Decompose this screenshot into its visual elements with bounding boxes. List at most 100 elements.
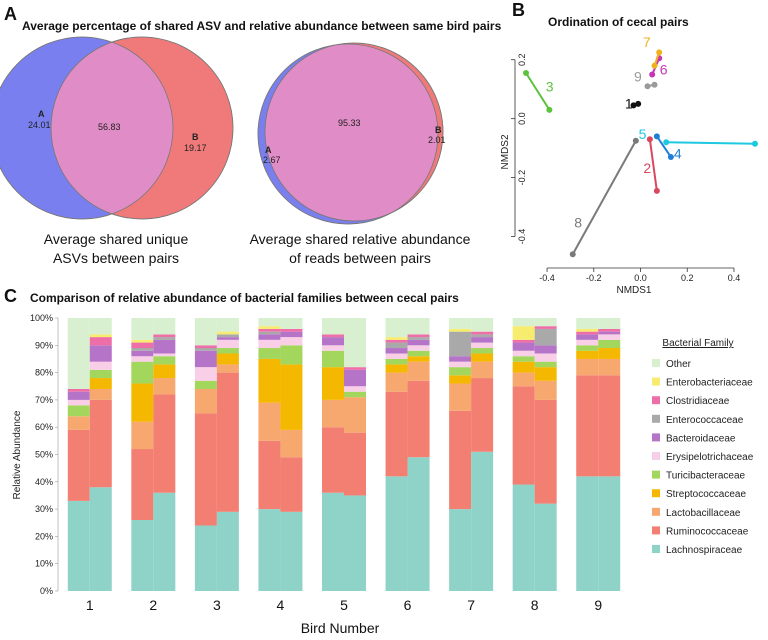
bird-7-bar-2-other	[471, 318, 494, 332]
bird-4-bar-1-enterococcaceae	[258, 331, 281, 335]
pair-8-label: 8	[574, 214, 582, 230]
bird-6-bar-2-erysipelotrichaceae	[407, 345, 430, 351]
bird-1-bar-2-ruminococcaceae	[89, 399, 112, 488]
bird-1-tick-label: 1	[86, 597, 94, 613]
pair-2-line	[648, 139, 658, 191]
venn-reads-only-a: 2.67	[263, 155, 281, 165]
bar-y-tick-label: 70%	[35, 395, 53, 405]
bird-1-bar-2-other	[89, 318, 112, 335]
bird-8-bar-1-enterobacteriaceae	[512, 326, 535, 340]
bird-6-bar-1-ruminococcaceae	[385, 391, 408, 477]
panel-b-ordination: B Ordination of cecal pairs -0.4 -0.2 0.0 0…	[500, 0, 758, 296]
pair-2-label: 2	[643, 160, 651, 176]
bird-9-bar-2-lactobacillaceae	[598, 358, 621, 376]
bird-1-bar-1-turicibacteraceae	[67, 405, 90, 417]
bird-2-bar-1-streptococcaceae	[131, 383, 154, 422]
bird-9-bar-2-turicibacteraceae	[598, 339, 621, 349]
panel-b-title: Ordination of cecal pairs	[548, 15, 689, 29]
bird-1-bar-2-lactobacillaceae	[89, 388, 112, 400]
bird-7-bar-2-turicibacteraceae	[471, 348, 494, 354]
pair-5-label: 5	[639, 126, 647, 142]
bird-8-bar-1-bacteroidaceae	[512, 342, 535, 351]
venn-asv-overlap	[51, 37, 173, 219]
venn-asv-only-b: 19.17	[184, 143, 207, 153]
bird-2-bar-1-other	[131, 318, 154, 340]
bird-6-bar-2-bacteroidaceae	[407, 339, 430, 346]
pair-8-line	[571, 140, 637, 255]
bird-3-bar-2-streptococcaceae	[216, 353, 239, 365]
bird-4-bar-2-erysipelotrichaceae	[280, 337, 303, 346]
bird-6-bar-1-clostridiaceae	[385, 339, 408, 343]
bar-axes: 0% 10% 20% 30% 40% 50% 60% 70% 80% 90% 100%	[30, 313, 59, 596]
bird-8-bar-1-ruminococcaceae	[512, 386, 535, 485]
bird-4-bar-1-enterobacteriaceae	[258, 326, 281, 329]
pair-9-point-1	[644, 83, 651, 90]
bird-5-bar-1-clostridiaceae	[322, 334, 344, 338]
bird-4-bar-2-other	[280, 318, 303, 329]
ordination-x-axis-title: NMDS1	[616, 285, 651, 296]
bird-3-bar-1-bacteroidaceae	[194, 350, 217, 368]
bird-7-bar-1-erysipelotrichaceae	[449, 361, 472, 368]
bird-1-bar-1-erysipelotrichaceae	[67, 399, 90, 406]
bird-8-bar-2-streptococcaceae	[534, 367, 557, 381]
bird-9-bar-1-erysipelotrichaceae	[576, 339, 599, 346]
bird-9-bar-1-lactobacillaceae	[576, 358, 599, 376]
bar-x-axis-title: Bird Number	[301, 620, 380, 636]
bird-5-bar-2-erysipelotrichaceae	[344, 386, 366, 392]
bird-8-tick-label: 8	[531, 597, 539, 613]
pair-8-point-2	[632, 137, 639, 144]
bird-8-bar-1-turicibacteraceae	[512, 356, 535, 362]
bird-7-bar-1-enterococcaceae	[449, 331, 472, 357]
venn-asv-label-a: A	[38, 109, 45, 119]
bird-2-bar-1-enterobacteriaceae	[131, 339, 154, 343]
bird-8-bar-2-turicibacteraceae	[534, 361, 557, 368]
bar-y-tick-label: 50%	[35, 450, 53, 460]
bird-8-bar-2-clostridiaceae	[534, 326, 557, 329]
bird-6-bar-1-erysipelotrichaceae	[385, 353, 408, 359]
ordination-y-axis-title: NMDS2	[500, 134, 511, 169]
bird-1-bar-1-clostridiaceae	[67, 388, 90, 392]
bird-3-bar-2-ruminococcaceae	[216, 372, 239, 512]
bird-2-bar-1-lachnospiraceae	[131, 520, 154, 591]
bird-7-bar-1-lactobacillaceae	[449, 383, 472, 411]
bird-2-tick-label: 2	[149, 597, 157, 613]
bird-4-bar-2-lactobacillaceae	[280, 429, 303, 458]
panel-c-title: Comparison of relative abundance of bact…	[30, 291, 459, 305]
bird-6-bar-2-clostridiaceae	[407, 334, 430, 338]
bird-3-bar-2-other	[216, 318, 239, 332]
bird-1-bar-2-erysipelotrichaceae	[89, 361, 112, 370]
bird-4-bar-1-clostridiaceae	[258, 328, 281, 332]
bird-5-bar-1-streptococcaceae	[322, 367, 344, 400]
bar-legend: Bacterial Family Other Enterobacteriaceae…	[652, 338, 754, 556]
bird-7-bar-1-turicibacteraceae	[449, 367, 472, 376]
venn-asv-caption-line2: ASVs between pairs	[53, 250, 179, 266]
bird-8-bar-2-lactobacillaceae	[534, 380, 557, 400]
bird-6-bar-1-lachnospiraceae	[385, 476, 408, 591]
bird-7-bar-2-lactobacillaceae	[471, 361, 494, 379]
legend-swatch-bacteroidaceae	[652, 433, 660, 442]
ordination-y-tick-label: 0.2	[517, 53, 527, 66]
bird-3-tick-label: 3	[213, 597, 221, 613]
bar-y-tick-label: 0%	[40, 586, 53, 596]
bird-6-bar-1-turicibacteraceae	[385, 358, 408, 365]
bird-7-bar-2-lachnospiraceae	[471, 451, 494, 591]
bird-5-bar-2-lactobacillaceae	[344, 397, 366, 433]
bird-3-bar-1-ruminococcaceae	[194, 413, 217, 526]
legend-title: Bacterial Family	[662, 338, 733, 349]
bird-7-bar-2-clostridiaceae	[471, 331, 494, 335]
bird-2-bar-2-streptococcaceae	[153, 364, 176, 379]
venn-reads-caption-line2: of reads between pairs	[289, 250, 431, 266]
venn-asv: A 24.01 56.83 B 19.17 Average shared uni…	[0, 36, 234, 266]
bird-3-bar-2-bacteroidaceae	[216, 337, 239, 340]
bird-9-bar-2-lachnospiraceae	[598, 476, 621, 591]
ordination-x-tick-label: 0.2	[681, 273, 694, 283]
bird-4-bar-2-streptococcaceae	[280, 364, 303, 430]
legend-swatch-erysipelotrichaceae	[652, 452, 660, 460]
ordination-x-tick-label: 0.0	[634, 273, 647, 283]
pair-1-point-2	[635, 100, 642, 107]
bar-y-tick-label: 20%	[35, 531, 53, 541]
bird-6-bar-2-turicibacteraceae	[407, 350, 430, 357]
legend-label-turicibacteraceae: Turicibacteraceae	[666, 471, 746, 482]
bird-1-bar-2-enterobacteriaceae	[89, 334, 112, 338]
